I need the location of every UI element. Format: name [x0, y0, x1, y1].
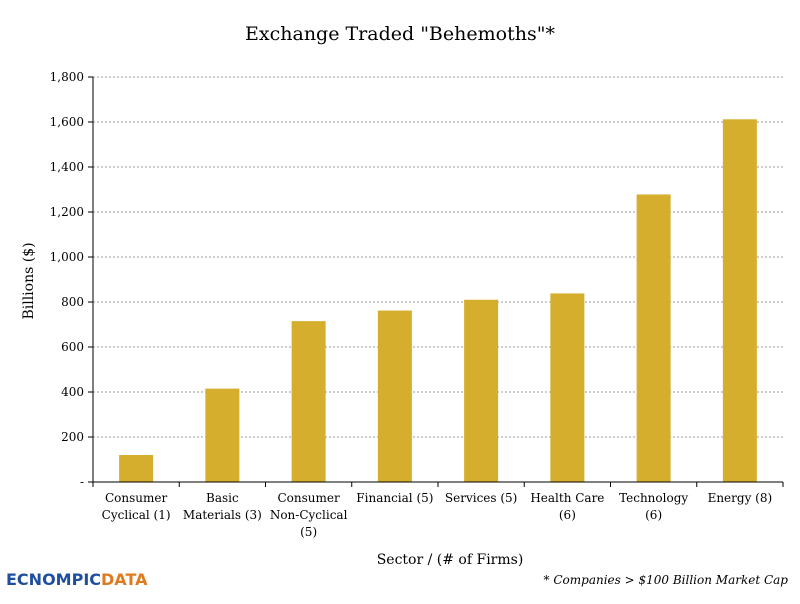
- bars: [119, 119, 757, 483]
- y-tick-label: 1,400: [50, 160, 84, 174]
- y-axis: - 200 400 600 800 1,000 1,200 1,400 1,600 1,800: [50, 70, 94, 489]
- x-tick-label: Consumer Non-Cyclical (5): [270, 491, 348, 539]
- bar: [550, 293, 585, 482]
- x-axis: Consumer Cyclical (1) Basic Materials (3) Co…: [92, 481, 784, 539]
- y-tick-label: 1,200: [50, 205, 84, 219]
- bar: [464, 299, 499, 482]
- x-tick-label: Consumer Cyclical (1): [102, 491, 171, 522]
- y-tick-label: 1,600: [50, 115, 84, 129]
- bar: [377, 310, 412, 482]
- chart-title: Exchange Traded "Behemoths"*: [245, 23, 555, 45]
- y-tick-label: -: [80, 475, 84, 489]
- bar: [119, 455, 154, 482]
- y-tick-label: 800: [61, 295, 84, 309]
- grid-lines: [93, 76, 783, 438]
- x-tick-label: Financial (5): [356, 491, 433, 505]
- y-tick-label: 1,800: [50, 70, 84, 84]
- y-axis-title: Billions ($): [21, 242, 37, 319]
- bar: [636, 194, 671, 482]
- x-tick-label: Services (5): [445, 491, 517, 505]
- y-tick-label: 400: [61, 385, 84, 399]
- footnote: * Companies > $100 Billion Market Cap: [544, 573, 789, 587]
- bar: [291, 321, 326, 482]
- x-tick-label: Health Care (6): [530, 491, 604, 522]
- y-tick-label: 200: [61, 430, 84, 444]
- bar: [722, 119, 757, 483]
- y-tick-label: 1,000: [50, 250, 84, 264]
- economicdata-logo: ECNOMPICDATA: [6, 570, 148, 589]
- x-tick-label: Technology (6): [619, 491, 688, 522]
- bar: [205, 388, 240, 482]
- x-tick-label: Basic Materials (3): [183, 491, 262, 522]
- y-tick-label: 600: [61, 340, 84, 354]
- x-axis-title: Sector / (# of Firms): [377, 552, 524, 568]
- x-tick-label: Energy (8): [708, 491, 773, 505]
